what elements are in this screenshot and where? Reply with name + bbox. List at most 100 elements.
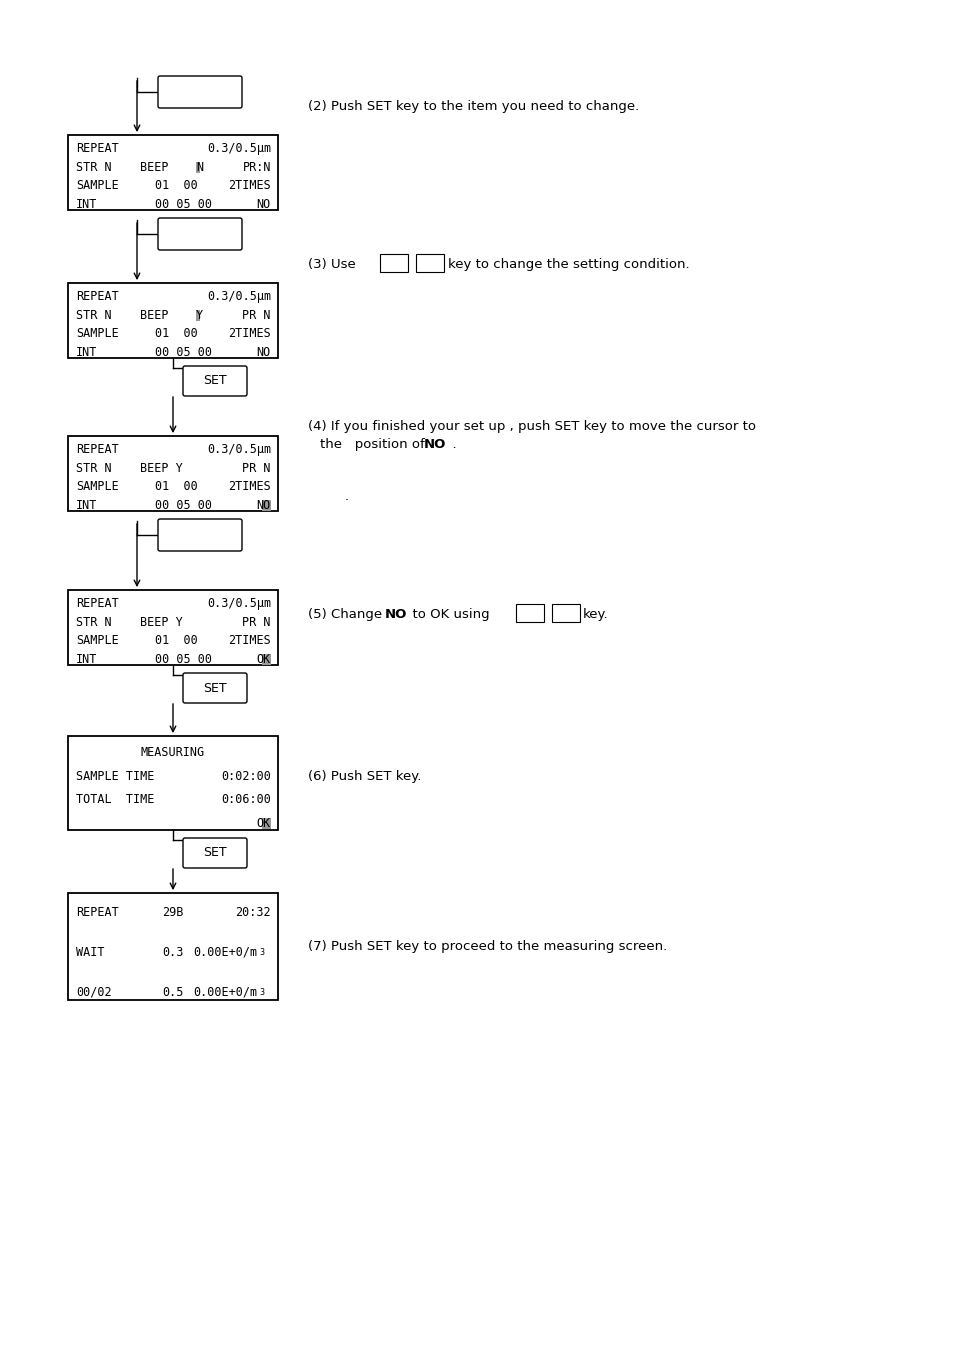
Text: 0.00E+0/m: 0.00E+0/m bbox=[193, 986, 256, 998]
Text: 0.3/0.5μm: 0.3/0.5μm bbox=[207, 142, 271, 155]
Text: the   position of: the position of bbox=[319, 438, 424, 451]
Text: INT: INT bbox=[76, 346, 97, 359]
Text: STR N: STR N bbox=[76, 462, 112, 474]
Text: (7) Push SET key to proceed to the measuring screen.: (7) Push SET key to proceed to the measu… bbox=[308, 940, 666, 952]
Text: key.: key. bbox=[582, 608, 608, 621]
FancyBboxPatch shape bbox=[68, 135, 277, 209]
Text: (2) Push SET key to the item you need to change.: (2) Push SET key to the item you need to… bbox=[308, 100, 639, 113]
FancyBboxPatch shape bbox=[416, 254, 443, 272]
Text: (6) Push SET key.: (6) Push SET key. bbox=[308, 770, 421, 784]
Text: PR N: PR N bbox=[242, 616, 271, 628]
Text: 00 05 00: 00 05 00 bbox=[154, 199, 212, 211]
Text: SET: SET bbox=[203, 681, 227, 694]
FancyBboxPatch shape bbox=[379, 254, 408, 272]
FancyBboxPatch shape bbox=[183, 366, 247, 396]
Bar bbox=[262, 500, 271, 511]
Text: NO: NO bbox=[256, 346, 271, 359]
Text: TOTAL  TIME: TOTAL TIME bbox=[76, 793, 154, 807]
Bar bbox=[195, 162, 200, 173]
Text: BEEP Y: BEEP Y bbox=[140, 462, 183, 474]
Text: (5) Change: (5) Change bbox=[308, 608, 382, 621]
Text: SAMPLE: SAMPLE bbox=[76, 180, 118, 192]
Text: 20:32: 20:32 bbox=[235, 905, 271, 919]
Bar bbox=[262, 654, 271, 665]
FancyBboxPatch shape bbox=[552, 604, 579, 621]
Text: 2TIMES: 2TIMES bbox=[228, 635, 271, 647]
Text: PR:N: PR:N bbox=[242, 161, 271, 174]
Text: .: . bbox=[443, 438, 456, 451]
Text: SET: SET bbox=[203, 847, 227, 859]
Text: NO: NO bbox=[385, 608, 407, 621]
FancyBboxPatch shape bbox=[68, 436, 277, 511]
Text: (3) Use: (3) Use bbox=[308, 258, 355, 272]
Text: STR N: STR N bbox=[76, 161, 112, 174]
Text: PR N: PR N bbox=[242, 462, 271, 474]
Text: 01  00: 01 00 bbox=[154, 180, 197, 192]
Text: 00 05 00: 00 05 00 bbox=[154, 499, 212, 512]
Text: .: . bbox=[345, 490, 349, 503]
Text: SAMPLE: SAMPLE bbox=[76, 635, 118, 647]
Text: NO: NO bbox=[423, 438, 446, 451]
FancyBboxPatch shape bbox=[68, 736, 277, 830]
FancyBboxPatch shape bbox=[158, 218, 242, 250]
Text: 2TIMES: 2TIMES bbox=[228, 327, 271, 340]
Text: NO: NO bbox=[256, 499, 271, 512]
Text: 00/02: 00/02 bbox=[76, 986, 112, 998]
Text: 0.3/0.5μm: 0.3/0.5μm bbox=[207, 290, 271, 303]
Text: BEEP Y: BEEP Y bbox=[140, 616, 183, 628]
Text: STR N: STR N bbox=[76, 308, 112, 322]
FancyBboxPatch shape bbox=[516, 604, 543, 621]
Text: 0.3: 0.3 bbox=[162, 946, 183, 959]
FancyBboxPatch shape bbox=[158, 519, 242, 551]
Text: MEASURING: MEASURING bbox=[141, 746, 205, 759]
Text: 01  00: 01 00 bbox=[154, 635, 197, 647]
Bar bbox=[195, 309, 200, 320]
Text: SET: SET bbox=[203, 374, 227, 388]
FancyBboxPatch shape bbox=[68, 893, 277, 1000]
Text: REPEAT: REPEAT bbox=[76, 290, 118, 303]
Text: OK: OK bbox=[256, 653, 271, 666]
Text: Y: Y bbox=[195, 308, 203, 322]
Text: REPEAT: REPEAT bbox=[76, 905, 118, 919]
Text: OK: OK bbox=[256, 817, 271, 830]
FancyBboxPatch shape bbox=[183, 838, 247, 867]
Bar bbox=[262, 817, 271, 828]
Text: 0.3/0.5μm: 0.3/0.5μm bbox=[207, 443, 271, 457]
Text: 2TIMES: 2TIMES bbox=[228, 180, 271, 192]
Text: 0.00E+0/m: 0.00E+0/m bbox=[193, 946, 256, 959]
Text: WAIT: WAIT bbox=[76, 946, 105, 959]
Text: REPEAT: REPEAT bbox=[76, 443, 118, 457]
Text: 2TIMES: 2TIMES bbox=[228, 481, 271, 493]
Text: SAMPLE TIME: SAMPLE TIME bbox=[76, 770, 154, 782]
Text: key to change the setting condition.: key to change the setting condition. bbox=[448, 258, 689, 272]
Text: 3: 3 bbox=[258, 988, 264, 997]
Text: 01  00: 01 00 bbox=[154, 481, 197, 493]
Text: (4) If you finished your set up , push SET key to move the cursor to: (4) If you finished your set up , push S… bbox=[308, 420, 755, 434]
Text: INT: INT bbox=[76, 499, 97, 512]
Text: INT: INT bbox=[76, 653, 97, 666]
Text: to OK using: to OK using bbox=[403, 608, 489, 621]
Text: NO: NO bbox=[256, 199, 271, 211]
Text: 01  00: 01 00 bbox=[154, 327, 197, 340]
Text: 0:02:00: 0:02:00 bbox=[221, 770, 271, 782]
Text: N: N bbox=[195, 161, 203, 174]
Text: 0.5: 0.5 bbox=[162, 986, 183, 998]
Text: 29B: 29B bbox=[162, 905, 183, 919]
Text: PR N: PR N bbox=[242, 308, 271, 322]
Text: SAMPLE: SAMPLE bbox=[76, 481, 118, 493]
Text: REPEAT: REPEAT bbox=[76, 142, 118, 155]
Text: 0:06:00: 0:06:00 bbox=[221, 793, 271, 807]
Text: 3: 3 bbox=[258, 948, 264, 957]
Text: REPEAT: REPEAT bbox=[76, 597, 118, 611]
Text: 00 05 00: 00 05 00 bbox=[154, 346, 212, 359]
Text: STR N: STR N bbox=[76, 616, 112, 628]
Text: INT: INT bbox=[76, 199, 97, 211]
Text: BEEP: BEEP bbox=[140, 161, 175, 174]
FancyBboxPatch shape bbox=[68, 282, 277, 358]
FancyBboxPatch shape bbox=[183, 673, 247, 703]
Text: SAMPLE: SAMPLE bbox=[76, 327, 118, 340]
FancyBboxPatch shape bbox=[158, 76, 242, 108]
Text: 00 05 00: 00 05 00 bbox=[154, 653, 212, 666]
Text: 0.3/0.5μm: 0.3/0.5μm bbox=[207, 597, 271, 611]
Text: BEEP: BEEP bbox=[140, 308, 175, 322]
